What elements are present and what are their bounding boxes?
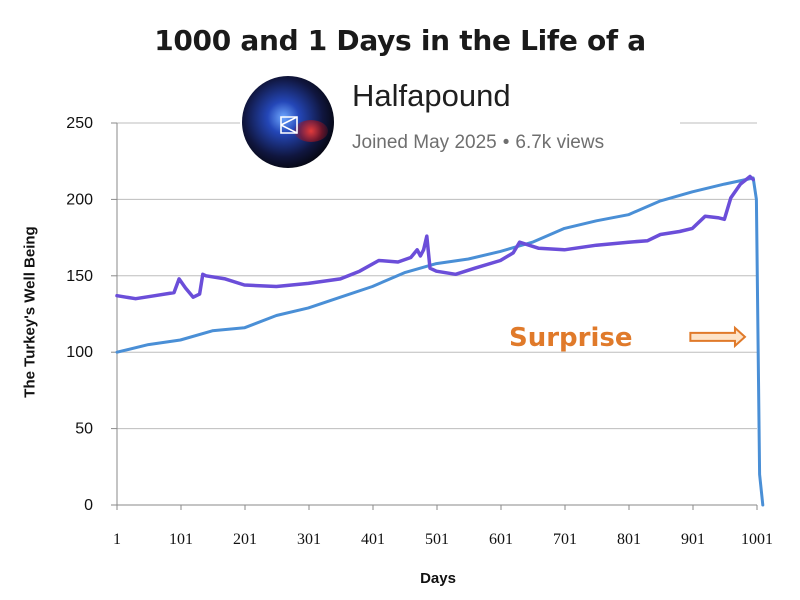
series-line-actual (115, 174, 755, 301)
view-count: 6.7k views (515, 132, 605, 153)
y-tick-label: 150 (66, 268, 93, 285)
y-tick-label: 200 (66, 191, 93, 208)
series-lines (115, 174, 765, 507)
joined-date: Joined May 2025 (352, 132, 497, 153)
series-line-trend (115, 176, 765, 507)
y-tick-label: 0 (84, 497, 93, 514)
x-tick-label: 901 (681, 531, 705, 548)
x-tick-label: 1 (113, 531, 121, 548)
y-tick-label: 250 (66, 115, 93, 132)
avatar[interactable] (242, 76, 334, 168)
annotation-group: Surprise (509, 323, 747, 353)
axes (111, 122, 758, 510)
y-axis-label: The Turkey's Well Being (21, 226, 39, 398)
y-tick-label: 100 (66, 344, 93, 361)
x-tick-label: 1001 (741, 531, 773, 548)
x-tick-label: 601 (489, 531, 513, 548)
grid-lines (117, 122, 757, 506)
y-tick-labels: 0 50 100 150 200 250 (66, 115, 93, 514)
annotation-text: Surprise (509, 323, 633, 353)
annotation-arrow (689, 325, 747, 349)
channel-card[interactable]: Halfapound Joined May 2025 • 6.7k views (240, 72, 680, 168)
x-tick-label: 401 (361, 531, 385, 548)
username[interactable]: Halfapound (352, 78, 511, 113)
x-tick-label: 101 (169, 531, 193, 548)
x-axis-label: Days (420, 570, 456, 587)
x-tick-label: 701 (553, 531, 577, 548)
separator-dot: • (502, 132, 510, 153)
avatar-glow (294, 120, 328, 142)
chart-title: 1000 and 1 Days in the Life of a (154, 24, 646, 57)
x-tick-label: 301 (297, 531, 321, 548)
x-tick-label: 501 (425, 531, 449, 548)
logo-icon (280, 116, 298, 134)
y-tick-label: 50 (75, 421, 93, 438)
channel-meta: Joined May 2025 • 6.7k views (352, 132, 604, 154)
x-tick-labels: 1 101 201 301 401 501 601 701 801 901 1001 (113, 531, 773, 548)
x-tick-label: 201 (233, 531, 257, 548)
x-tick-label: 801 (617, 531, 641, 548)
